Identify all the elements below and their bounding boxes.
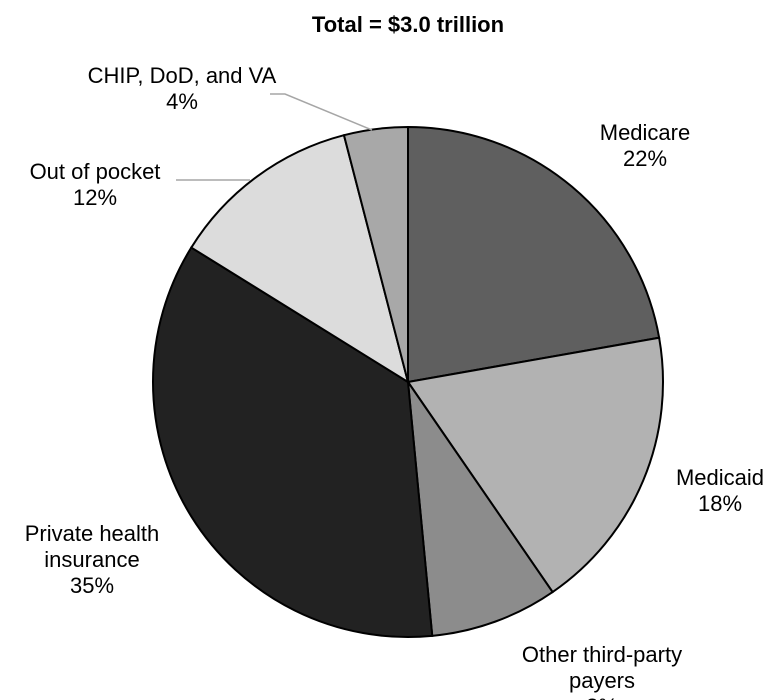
slice-label-5: Out of pocket 12% <box>30 159 161 210</box>
leader-lines <box>176 93 373 181</box>
pie-slice-6 <box>342 125 409 383</box>
slice-label-4: Private health insurance 35% <box>25 521 160 598</box>
pie-slices <box>152 125 664 638</box>
pie-slice-1 <box>407 125 661 384</box>
chart-title: Total = $3.0 trillion <box>312 12 504 37</box>
slice-labels: Medicare 22% Medicaid 18% Other third-party p… <box>25 63 764 700</box>
pie-slice-3 <box>406 378 554 637</box>
slice-label-3: Other third-partypayers8% <box>522 642 682 700</box>
pie-slice-5 <box>189 133 410 385</box>
leader-line-6 <box>270 93 373 131</box>
slice-label-6: CHIP, DoD, and VA 4% <box>88 63 277 114</box>
slice-label-2: Medicaid 18% <box>676 465 764 516</box>
pie-slice-2 <box>406 336 664 594</box>
pie-slice-4 <box>152 246 434 638</box>
slice-label-1: Medicare 22% <box>600 120 690 171</box>
